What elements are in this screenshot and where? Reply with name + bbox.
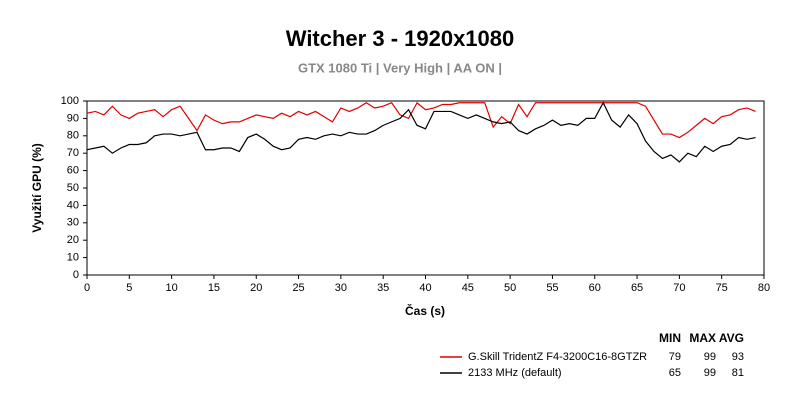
x-tick-label: 0 [84, 282, 90, 294]
y-tick-label: 50 [67, 182, 79, 194]
x-tick-label: 5 [126, 282, 132, 294]
y-tick-label: 100 [61, 95, 79, 107]
legend-stat: 99 [704, 367, 716, 379]
x-tick-label: 80 [758, 282, 770, 294]
y-tick-label: 60 [67, 165, 79, 177]
x-tick-label: 35 [377, 282, 389, 294]
y-tick-label: 80 [67, 130, 79, 142]
legend-label: 2133 MHz (default) [468, 367, 562, 379]
legend-stat: 93 [732, 351, 744, 363]
y-tick-label: 90 [67, 112, 79, 124]
y-tick-label: 0 [73, 269, 79, 281]
x-tick-label: 15 [208, 282, 220, 294]
legend-stat: 81 [732, 367, 744, 379]
y-tick-label: 30 [67, 217, 79, 229]
legend-stat: 99 [704, 351, 716, 363]
x-tick-label: 10 [166, 282, 178, 294]
legend-stat: 65 [669, 367, 681, 379]
legend-header: MIN [659, 331, 681, 345]
x-tick-label: 60 [589, 282, 601, 294]
x-tick-label: 25 [292, 282, 304, 294]
x-axis-label: Čas (s) [405, 303, 445, 318]
legend-header: MAX [689, 331, 716, 345]
y-tick-label: 10 [67, 252, 79, 264]
x-tick-label: 65 [631, 282, 643, 294]
x-tick-label: 75 [716, 282, 728, 294]
y-tick-label: 70 [67, 147, 79, 159]
series-line [86, 101, 756, 139]
plot-frame [86, 100, 765, 276]
x-tick-label: 70 [673, 282, 685, 294]
x-tick-label: 45 [462, 282, 474, 294]
x-tick-label: 30 [335, 282, 347, 294]
x-tick-label: 50 [504, 282, 516, 294]
x-tick-label: 40 [419, 282, 431, 294]
y-tick-label: 40 [67, 199, 79, 211]
legend-header: AVG [719, 331, 744, 345]
chart-subtitle: GTX 1080 Ti | Very High | AA ON | [298, 60, 502, 75]
chart-title: Witcher 3 - 1920x1080 [286, 26, 515, 51]
y-tick-label: 20 [67, 234, 79, 246]
legend-label: G.Skill TridentZ F4-3200C16-8GTZR [468, 351, 647, 363]
x-tick-label: 55 [546, 282, 558, 294]
series-line [86, 101, 756, 163]
legend-stat: 79 [669, 351, 681, 363]
y-axis-label: Využití GPU (%) [30, 143, 44, 233]
x-tick-label: 20 [250, 282, 262, 294]
